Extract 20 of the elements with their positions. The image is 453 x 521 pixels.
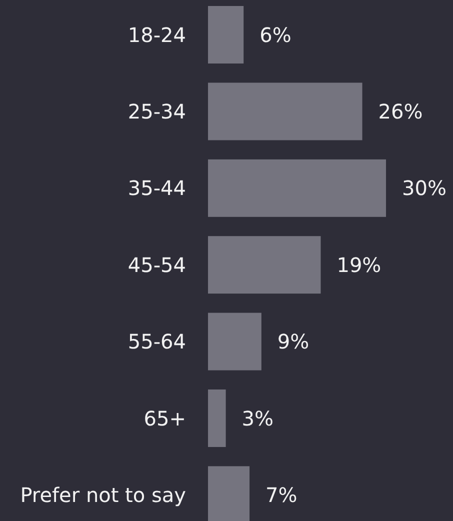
y-tick-label: 18-24 (128, 22, 186, 47)
data-label: 6% (260, 22, 292, 47)
y-tick-label: 65+ (144, 406, 186, 430)
data-label: 7% (266, 482, 298, 507)
data-label: 26% (378, 99, 423, 124)
data-label: 30% (402, 176, 446, 200)
data-label: 3% (242, 406, 274, 430)
data-label: 9% (277, 330, 310, 354)
bar (208, 82, 362, 140)
y-tick-label: 25-34 (128, 99, 186, 124)
y-tick-label: 35-44 (128, 176, 186, 200)
data-label: 19% (336, 252, 382, 277)
bar (208, 159, 386, 217)
bar (208, 312, 262, 370)
bar (208, 6, 244, 64)
y-tick-label: 45-54 (128, 252, 186, 277)
bar (208, 390, 226, 447)
bar (208, 236, 321, 294)
y-tick-label: 55-64 (128, 330, 186, 354)
y-tick-label: Prefer not to say (20, 482, 186, 507)
